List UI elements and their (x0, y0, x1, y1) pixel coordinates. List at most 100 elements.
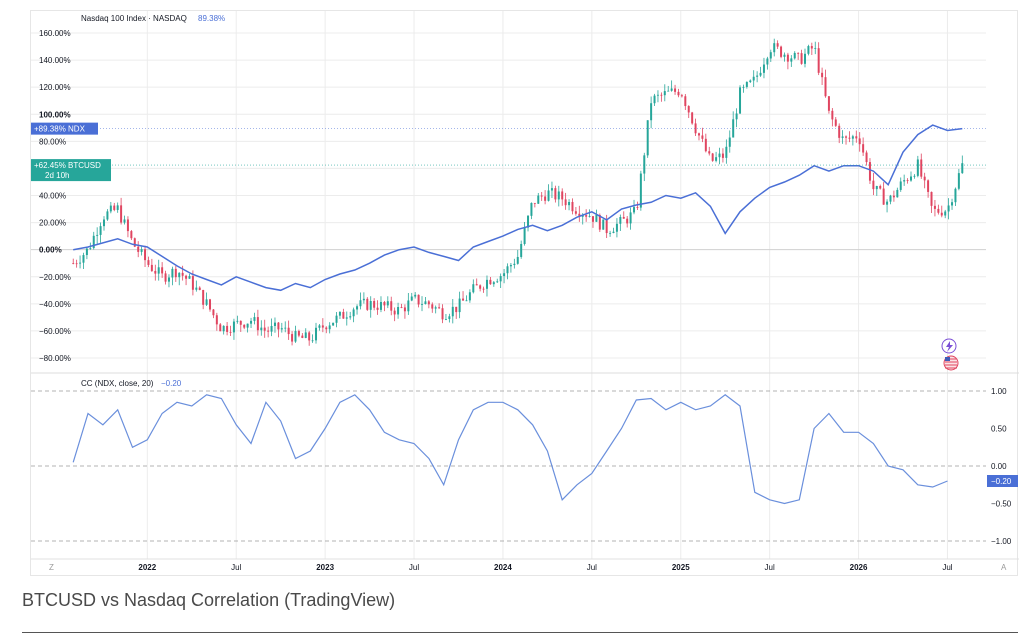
btc-candle-body (506, 266, 509, 274)
btc-candle-body (875, 186, 878, 190)
btc-candle-body (715, 157, 718, 161)
chart-svg: 160.00%140.00%120.00%100.00%80.00%60.00%… (31, 11, 1019, 572)
btc-candle-body (356, 306, 359, 310)
btc-candle-body (790, 58, 793, 62)
btc-candle-body (961, 163, 964, 174)
btc-candle-body (219, 324, 222, 332)
btc-candle-body (636, 207, 639, 208)
btc-candle-body (407, 300, 410, 312)
btc-candle-body (485, 279, 488, 289)
btc-candle-body (250, 320, 253, 324)
btc-candle-body (424, 301, 427, 305)
cc-value-tag-text: −0.20 (991, 477, 1012, 486)
btc-candle-body (739, 87, 742, 114)
btc-candle-body (909, 176, 912, 181)
btc-candle-body (821, 72, 824, 78)
btc-candle-body (315, 327, 318, 341)
btc-candle-body (263, 327, 266, 331)
btc-candle-body (650, 103, 653, 121)
btc-candle-body (284, 327, 287, 329)
us-flag-canton (945, 357, 950, 361)
btc-candle-body (817, 48, 820, 73)
btc-candle-body (838, 125, 841, 138)
chart-frame: 160.00%140.00%120.00%100.00%80.00%60.00%… (30, 10, 1019, 576)
btc-candle-body (236, 320, 239, 322)
btc-candle-body (916, 159, 919, 176)
btc-candle-body (243, 324, 246, 328)
btc-candle-body (879, 186, 882, 189)
btc-candle-body (479, 285, 482, 289)
x-tick-label: 2025 (672, 563, 690, 572)
x-tick-label: Jul (942, 563, 952, 572)
btc-candle-body (718, 153, 721, 158)
btc-candle-body (520, 243, 523, 257)
btc-candle-body (537, 195, 540, 204)
btc-candle-body (622, 217, 625, 219)
btc-candle-body (930, 191, 933, 206)
btc-candle-body (434, 307, 437, 309)
btc-candle-body (379, 301, 382, 310)
btc-candle-body (417, 294, 420, 305)
btc-candle-body (602, 219, 605, 230)
btc-candle-body (762, 64, 765, 73)
btc-candle-body (499, 276, 502, 282)
btc-candle-body (403, 307, 406, 312)
btc-candle-body (920, 159, 923, 177)
y-tick-label: 40.00% (39, 192, 66, 201)
btc-candle-body (164, 273, 167, 282)
btc-candle-body (858, 138, 861, 145)
btc-candle-body (345, 317, 348, 319)
btc-candle-body (742, 86, 745, 88)
btc-candle-body (462, 298, 465, 301)
timescale-button-left: Z (49, 563, 54, 572)
btc-candle-body (260, 327, 263, 331)
cc-y-tick-label: −0.50 (991, 500, 1012, 509)
btc-candle-body (872, 180, 875, 190)
btc-candle-body (937, 208, 940, 213)
btc-candle-body (663, 91, 666, 96)
btc-candle-body (267, 330, 270, 332)
btc-price-tag (31, 159, 111, 182)
btc-candle-body (656, 94, 659, 96)
btc-candle-body (99, 226, 102, 235)
y-tick-label: 120.00% (39, 83, 71, 92)
btc-candle-body (660, 94, 663, 96)
btc-candle-body (421, 304, 424, 305)
btc-candle-body (475, 284, 478, 286)
btc-candle-body (492, 282, 495, 285)
x-tick-label: 2023 (316, 563, 334, 572)
btc-candle-body (619, 217, 622, 224)
btc-candle-body (882, 188, 885, 205)
btc-candle-body (687, 106, 690, 113)
btc-candle-body (831, 110, 834, 120)
btc-candle-body (951, 202, 954, 206)
btc-candle-body (438, 307, 441, 309)
btc-candle-body (123, 219, 126, 223)
btc-candle-body (489, 279, 492, 285)
btc-candle-body (568, 201, 571, 206)
btc-candle-body (301, 335, 304, 338)
btc-candle-body (694, 123, 697, 134)
btc-candle-body (540, 195, 543, 197)
btc-candle-body (202, 289, 205, 305)
btc-candle-body (198, 287, 201, 290)
btc-candle-body (482, 288, 485, 290)
x-tick-label: 2022 (138, 563, 156, 572)
btc-candle-body (554, 188, 557, 200)
btc-candle-body (680, 95, 683, 97)
btc-candle-body (410, 296, 413, 301)
btc-candle-body (615, 223, 618, 232)
btc-candle-body (191, 276, 194, 290)
btc-candle-body (185, 275, 188, 279)
btc-candle-body (280, 328, 283, 330)
btc-candle-body (544, 196, 547, 201)
btc-candle-body (947, 205, 950, 212)
y-tick-label: 140.00% (39, 56, 71, 65)
btc-candle-body (721, 153, 724, 158)
btc-candle-body (157, 267, 160, 274)
btc-candle-body (745, 82, 748, 87)
y-tick-label: 100.00% (39, 110, 71, 119)
btc-candle-body (161, 267, 164, 274)
btc-countdown: 2d 10h (45, 171, 69, 180)
btc-candle-body (85, 248, 88, 256)
